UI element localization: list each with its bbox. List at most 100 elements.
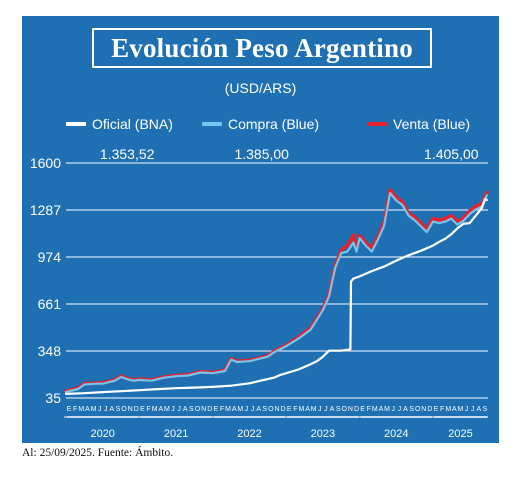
x-month-label: O: [268, 406, 274, 413]
x-month-label: F: [367, 406, 371, 413]
x-month-label: A: [110, 406, 115, 413]
x-month-label: J: [104, 406, 108, 413]
annotation-label: 1.405,00: [424, 146, 479, 162]
x-month-label: J: [98, 406, 102, 413]
y-tick-label: 35: [45, 390, 61, 406]
x-month-label: F: [220, 406, 224, 413]
x-month-label: M: [384, 406, 390, 413]
x-month-label: A: [85, 406, 90, 413]
year-label-2023: 2023: [311, 428, 335, 440]
x-month-label: M: [91, 406, 97, 413]
x-month-label: J: [324, 406, 328, 413]
x-month-label: M: [458, 406, 464, 413]
x-month-label: J: [318, 406, 322, 413]
x-month-label: O: [415, 406, 421, 413]
x-month-label: J: [177, 406, 181, 413]
x-month-label: A: [403, 406, 408, 413]
x-month-label: J: [171, 406, 175, 413]
x-month-label: M: [152, 406, 158, 413]
annotation-label: 1.353,52: [100, 146, 155, 162]
y-tick-label: 974: [38, 249, 62, 265]
x-month-label: A: [232, 406, 237, 413]
chart-subtitle: (USD/ARS): [224, 80, 297, 96]
legend-swatch-compra: [202, 122, 222, 126]
x-month-label: N: [128, 406, 133, 413]
y-tick-label: 1287: [30, 202, 61, 218]
x-month-label: N: [421, 406, 426, 413]
legend-swatch-venta: [367, 122, 387, 126]
x-month-label: S: [116, 406, 121, 413]
x-month-label: M: [372, 406, 378, 413]
x-month-label: O: [121, 406, 127, 413]
x-month-label: J: [398, 406, 402, 413]
x-month-label: A: [452, 406, 457, 413]
y-tick-label: 348: [38, 343, 62, 359]
x-month-label: S: [189, 406, 194, 413]
legend-item-oficial: Oficial (BNA): [66, 116, 173, 132]
x-month-label: A: [183, 406, 188, 413]
x-month-label: S: [483, 406, 488, 413]
x-month-label: E: [287, 406, 292, 413]
x-month-label: M: [225, 406, 231, 413]
x-month-label: F: [73, 406, 77, 413]
x-month-label: S: [262, 406, 267, 413]
chart-panel: Evolución Peso Argentino (USD/ARS) Ofici…: [22, 16, 499, 443]
x-month-label: E: [67, 406, 72, 413]
title-box: Evolución Peso Argentino: [92, 28, 432, 68]
x-month-label: F: [293, 406, 297, 413]
series-line-oficial-bna-: [64, 197, 488, 395]
x-month-label: E: [434, 406, 439, 413]
x-month-label: E: [214, 406, 219, 413]
x-month-label: A: [330, 406, 335, 413]
x-month-label: E: [360, 406, 365, 413]
x-month-label: F: [146, 406, 150, 413]
x-month-label: D: [207, 406, 212, 413]
x-month-label: J: [391, 406, 395, 413]
x-month-label: J: [471, 406, 475, 413]
y-tick-label: 661: [38, 296, 62, 312]
x-month-label: N: [348, 406, 353, 413]
legend-label-compra: Compra (Blue): [228, 116, 320, 132]
annotation-label: 1.385,00: [234, 146, 289, 162]
x-month-label: M: [78, 406, 84, 413]
x-month-label: F: [440, 406, 444, 413]
legend-item-venta: Venta (Blue): [367, 116, 470, 132]
legend-swatch-oficial: [66, 122, 86, 126]
series-line-venta-blue-: [64, 188, 489, 394]
x-month-label: D: [427, 406, 432, 413]
x-month-label: D: [281, 406, 286, 413]
x-month-label: N: [274, 406, 279, 413]
legend-label-oficial: Oficial (BNA): [92, 116, 173, 132]
x-month-label: J: [465, 406, 469, 413]
x-month-label: M: [237, 406, 243, 413]
year-label-2021: 2021: [164, 428, 188, 440]
x-month-label: A: [305, 406, 310, 413]
x-month-label: D: [354, 406, 359, 413]
x-month-label: J: [251, 406, 255, 413]
legend-label-venta: Venta (Blue): [393, 116, 471, 132]
year-label-2024: 2024: [384, 428, 408, 440]
x-month-label: J: [245, 406, 249, 413]
x-month-label: O: [342, 406, 348, 413]
x-month-label: D: [134, 406, 139, 413]
x-month-label: A: [476, 406, 481, 413]
year-label-2022: 2022: [237, 428, 261, 440]
footer-note: Al: 25/09/2025. Fuente: Ámbito.: [22, 447, 174, 459]
chart-title: Evolución Peso Argentino: [111, 32, 413, 63]
x-month-label: S: [409, 406, 414, 413]
x-month-label: M: [164, 406, 170, 413]
x-month-label: M: [311, 406, 317, 413]
x-month-label: E: [140, 406, 145, 413]
year-label-2025: 2025: [448, 428, 472, 440]
x-month-label: M: [445, 406, 451, 413]
x-month-label: M: [299, 406, 305, 413]
legend-item-compra: Compra (Blue): [202, 116, 319, 132]
series-line-compra-blue-: [64, 191, 488, 394]
x-month-label: A: [158, 406, 163, 413]
year-label-2020: 2020: [90, 428, 114, 440]
legend: Oficial (BNA) Compra (Blue) Venta (Blue): [62, 116, 489, 136]
x-month-label: A: [379, 406, 384, 413]
x-month-label: A: [256, 406, 261, 413]
y-tick-label: 1600: [30, 155, 61, 171]
